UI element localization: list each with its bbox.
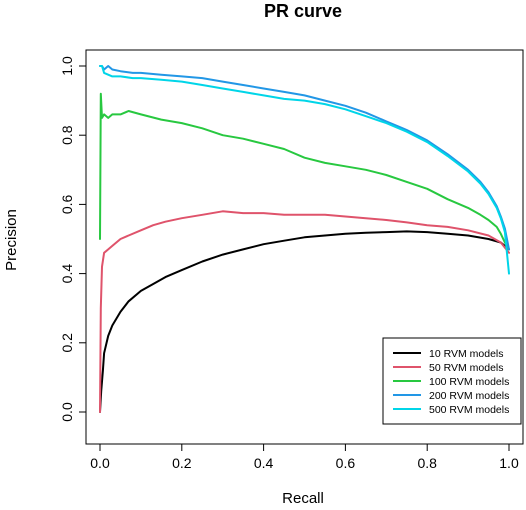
legend-label-10-rvm-models: 10 RVM models — [429, 348, 504, 360]
y-axis-title: Precision — [3, 209, 20, 271]
x-tick-label: 1.0 — [499, 455, 519, 471]
legend: 10 RVM models 50 RVM models 100 RVM models… — [382, 337, 522, 425]
series-line-200-rvm-models — [99, 65, 510, 251]
x-tick-label: 0.6 — [336, 455, 356, 471]
x-tick-label: 0.8 — [417, 455, 437, 471]
series-line-10-rvm-models — [99, 230, 510, 413]
series-line-100-rvm-models — [99, 92, 510, 251]
chart-title: PR curve — [264, 1, 342, 21]
x-axis-title: Recall — [282, 490, 324, 507]
legend-label-100-rvm-models: 100 RVM models — [429, 376, 509, 388]
legend-label-500-rvm-models: 500 RVM models — [429, 404, 509, 416]
y-tick-label: 0.0 — [59, 402, 75, 422]
legend-label-50-rvm-models: 50 RVM models — [429, 362, 504, 374]
x-axis: 0.0 0.2 0.4 0.6 0.8 1.0 — [90, 443, 519, 471]
series-line-500-rvm-models — [99, 65, 510, 275]
series-line-50-rvm-models — [99, 210, 510, 413]
y-tick-label: 0.6 — [59, 194, 75, 214]
x-tick-label: 0.4 — [254, 455, 274, 471]
x-tick-label: 0.0 — [90, 455, 110, 471]
y-axis: 0.0 0.2 0.4 0.6 0.8 1.0 — [59, 56, 87, 422]
y-tick-label: 0.8 — [59, 125, 75, 145]
series-lines — [99, 65, 510, 413]
x-tick-label: 0.2 — [172, 455, 192, 471]
y-tick-label: 1.0 — [59, 56, 75, 76]
y-tick-label: 0.2 — [59, 333, 75, 353]
y-tick-label: 0.4 — [59, 264, 75, 284]
legend-label-200-rvm-models: 200 RVM models — [429, 390, 509, 402]
